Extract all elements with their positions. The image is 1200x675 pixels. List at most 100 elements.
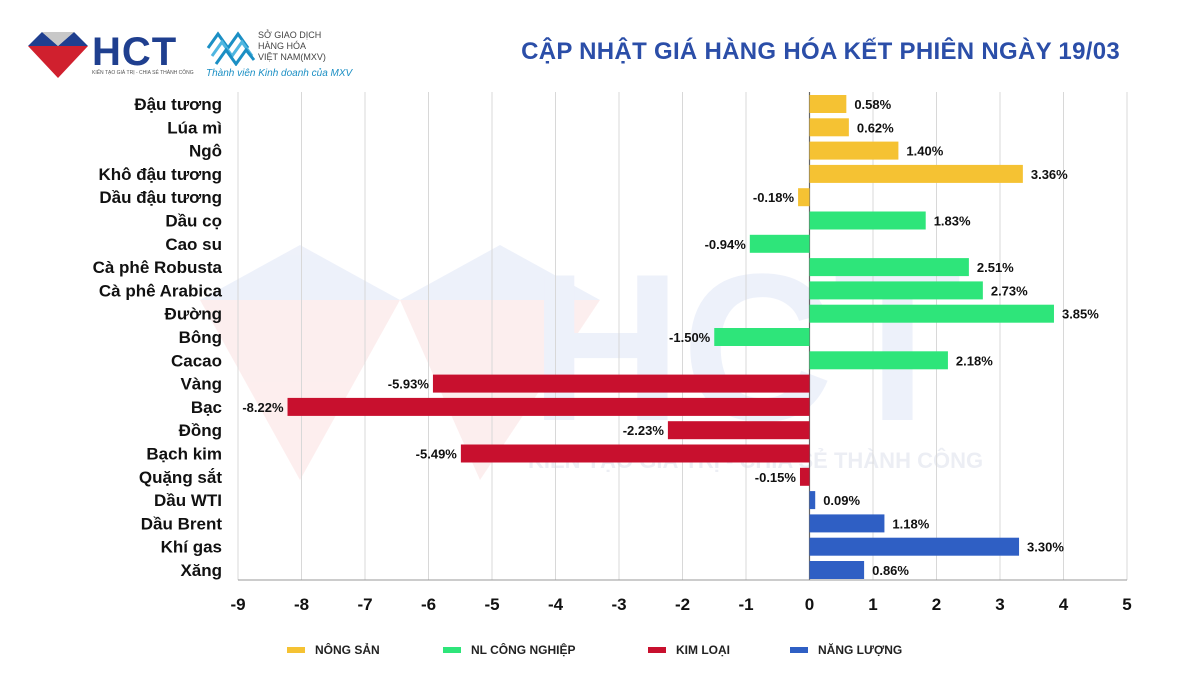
legend-label: NL CÔNG NGHIỆP [471, 643, 576, 657]
x-tick-label: -6 [421, 595, 436, 614]
hct-diamond-icon [28, 32, 88, 78]
bar [809, 118, 849, 137]
legend-item: NĂNG LƯỢNG [790, 640, 902, 660]
bar [809, 561, 865, 579]
category-label: Đậu tương [134, 95, 222, 114]
value-label: 3.85% [1062, 307, 1099, 322]
x-tick-label: 4 [1059, 595, 1069, 614]
x-tick-label: 5 [1122, 595, 1131, 614]
legend-item: NÔNG SẢN [287, 640, 380, 660]
x-tick-label: 3 [995, 595, 1004, 614]
legend-swatch [443, 647, 461, 653]
bar [667, 421, 810, 440]
legend-label: NĂNG LƯỢNG [818, 643, 903, 657]
x-tick-label: 0 [805, 595, 814, 614]
value-label: -5.93% [388, 377, 430, 392]
bar [460, 444, 810, 463]
category-label: Đường [165, 305, 222, 324]
value-label: 1.83% [934, 214, 971, 229]
value-label: 0.58% [854, 97, 891, 112]
mxv-logo: SỞ GIAO DỊCH HÀNG HÓA VIỆT NAM(MXV) Thàn… [206, 28, 366, 84]
bar [809, 491, 816, 510]
hct-tagline: KIẾN TẠO GIÁ TRỊ - CHIA SẺ THÀNH CÔNG [92, 70, 194, 76]
bar [809, 281, 983, 300]
value-label: 0.86% [872, 563, 909, 578]
bar [432, 374, 810, 393]
category-label: Cao su [165, 235, 222, 254]
category-label: Bạc [191, 398, 222, 417]
hct-logo-text: HCT [92, 30, 178, 74]
value-label: -2.23% [623, 423, 665, 438]
category-label: Bạch kim [146, 445, 222, 464]
category-label: Dầu đậu tương [99, 188, 222, 207]
category-label: Khô đậu tương [98, 165, 222, 184]
bar [809, 164, 1023, 183]
x-tick-label: -1 [738, 595, 753, 614]
legend-label: KIM LOẠI [676, 643, 730, 657]
value-label: 3.36% [1031, 167, 1068, 182]
commodity-bar-chart: HCT KIẾN TẠO GIÁ TRỊ - CHIA SẺ THÀNH CÔN… [93, 92, 1132, 614]
value-label: 2.18% [956, 353, 993, 368]
value-label: 1.18% [892, 516, 929, 531]
mxv-tagline: Thành viên Kinh doanh của MXV [206, 68, 353, 79]
value-label: -5.49% [416, 447, 458, 462]
category-label: Khí gas [161, 538, 222, 557]
category-label: Cà phê Arabica [99, 281, 223, 300]
value-label: -8.22% [242, 400, 284, 415]
bar [287, 397, 810, 416]
x-tick-label: -3 [611, 595, 626, 614]
category-label: Dầu Brent [141, 514, 223, 533]
mxv-name-line3: VIỆT NAM(MXV) [258, 52, 326, 62]
value-label: 2.51% [977, 260, 1014, 275]
category-label: Ngô [189, 142, 222, 161]
mxv-name-line2: HÀNG HÓA [258, 41, 307, 51]
page-title: CẬP NHẬT GIÁ HÀNG HÓA KẾT PHIÊN NGÀY 19/… [521, 38, 1120, 65]
legend-swatch [648, 647, 666, 653]
x-tick-label: -2 [675, 595, 690, 614]
bar [799, 467, 810, 486]
legend-label: NÔNG SẢN [315, 643, 380, 657]
x-tick-label: -4 [548, 595, 564, 614]
category-label: Dầu cọ [165, 212, 222, 231]
value-label: -1.50% [669, 330, 711, 345]
legend-swatch [287, 647, 305, 653]
value-label: 0.62% [857, 120, 894, 135]
x-tick-label: 2 [932, 595, 941, 614]
value-label: -0.94% [705, 237, 747, 252]
category-label: Vàng [180, 375, 222, 394]
category-label: Bông [179, 328, 222, 347]
value-label: 3.30% [1027, 540, 1064, 555]
bar [798, 188, 810, 207]
header: HCT KIẾN TẠO GIÁ TRỊ - CHIA SẺ THÀNH CÔN… [0, 0, 1200, 90]
mxv-name-line1: SỞ GIAO DỊCH [258, 30, 322, 40]
bar [809, 141, 899, 160]
bar [809, 304, 1054, 323]
category-label: Cacao [171, 351, 222, 370]
category-label: Đồng [179, 421, 222, 440]
category-label: Lúa mì [167, 118, 222, 137]
value-label: 1.40% [906, 144, 943, 159]
legend-item: KIM LOẠI [648, 640, 730, 660]
bar [809, 351, 948, 370]
value-label: -0.18% [753, 190, 795, 205]
x-tick-label: -8 [294, 595, 309, 614]
x-tick-label: -9 [230, 595, 245, 614]
value-label: 2.73% [991, 283, 1028, 298]
chart-legend: NÔNG SẢN NL CÔNG NGHIỆP KIM LOẠI NĂNG LƯỢNG [0, 640, 1200, 670]
category-label: Cà phê Robusta [93, 258, 223, 277]
mxv-wave-icon [206, 31, 256, 66]
hct-logo: HCT KIẾN TẠO GIÁ TRỊ - CHIA SẺ THÀNH CÔN… [28, 30, 194, 82]
legend-item: NL CÔNG NGHIỆP [443, 640, 575, 660]
bar [809, 211, 926, 230]
legend-swatch [790, 647, 808, 653]
category-label: Xăng [180, 561, 222, 580]
value-label: -0.15% [755, 470, 797, 485]
bar [809, 258, 969, 277]
category-label: Quặng sắt [139, 468, 222, 487]
bar [809, 537, 1020, 556]
x-tick-label: -7 [357, 595, 372, 614]
bar [809, 514, 885, 533]
bar [809, 95, 847, 113]
x-tick-label: 1 [868, 595, 877, 614]
value-label: 0.09% [823, 493, 860, 508]
